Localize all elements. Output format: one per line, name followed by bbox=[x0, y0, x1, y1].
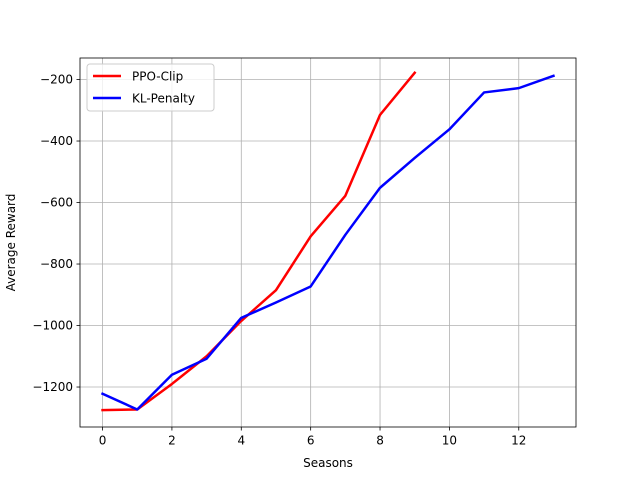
y-tick-label: −400 bbox=[40, 134, 73, 148]
x-tick-label: 0 bbox=[99, 434, 107, 448]
x-axis-label: Seasons bbox=[303, 456, 353, 470]
series-line-ppo-clip bbox=[101, 71, 417, 412]
x-tick-label: 4 bbox=[237, 434, 245, 448]
y-tick-label: −1200 bbox=[32, 380, 73, 394]
y-tick-label: −600 bbox=[40, 196, 73, 210]
grid-lines bbox=[80, 58, 576, 427]
plot-area bbox=[80, 58, 576, 427]
plot-frame bbox=[79, 57, 577, 428]
y-tick-label: −800 bbox=[40, 257, 73, 271]
x-tick-label: 2 bbox=[168, 434, 176, 448]
legend-label-ppo-clip: PPO-Clip bbox=[132, 70, 183, 84]
y-axis-label: Average Reward bbox=[4, 194, 18, 292]
series-lines bbox=[100, 71, 556, 412]
y-tick-label: −200 bbox=[40, 73, 73, 87]
legend: PPO-Clip KL-Penalty bbox=[86, 63, 215, 112]
x-tick-label: 6 bbox=[307, 434, 315, 448]
y-tick-label: −1000 bbox=[32, 319, 73, 333]
axis-ticks: 0 2 4 6 8 10 12 −1200 −1000 −800 −600 −400 −200 bbox=[32, 73, 526, 448]
x-tick-label: 10 bbox=[442, 434, 457, 448]
x-tick-label: 12 bbox=[511, 434, 526, 448]
series-line-kl-penalty bbox=[100, 74, 556, 411]
x-tick-label: 8 bbox=[376, 434, 384, 448]
legend-label-kl-penalty: KL-Penalty bbox=[132, 92, 195, 106]
